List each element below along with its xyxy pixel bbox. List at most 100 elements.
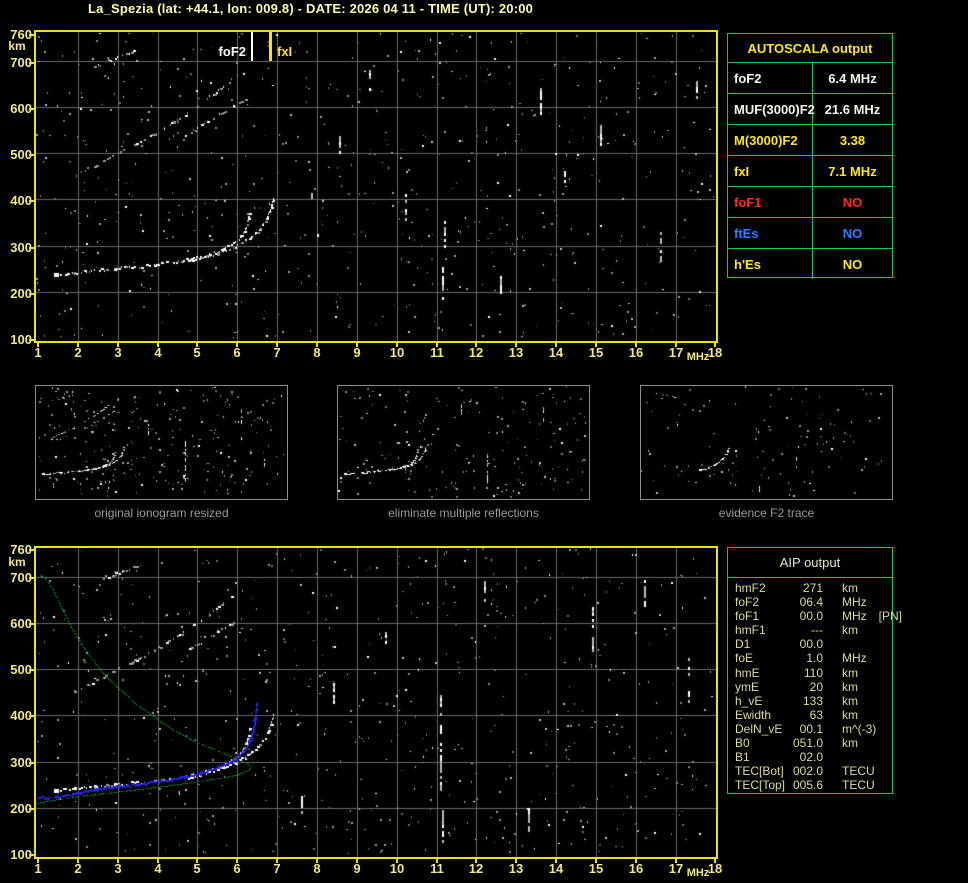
- aip-row-ewidth: Ewidth 63 km: [728, 708, 892, 722]
- x-tick-label: 8: [313, 861, 321, 876]
- y-tick-mark: [29, 808, 34, 810]
- x-tick-label: 5: [193, 861, 201, 876]
- aip-table-rows: hmF2 271 km foF2 06.4 MHz foF1 00.0 MHz [PN] hmF1 -…: [728, 578, 902, 792]
- parameter-unit: km: [823, 623, 892, 637]
- y-tick-mark: [29, 154, 34, 156]
- y-tick-label: 760: [10, 542, 32, 557]
- parameter-value: 20: [809, 679, 823, 694]
- x-tick-label: 1: [34, 345, 42, 360]
- x-tick-mark: [675, 343, 677, 347]
- parameter-value: NO: [842, 256, 863, 272]
- y-tick-label: 200: [10, 801, 32, 816]
- x-tick-mark: [396, 859, 398, 863]
- x-tick-label: 3: [114, 345, 122, 360]
- x-tick-label: 8: [313, 345, 321, 360]
- x-tick-label: 16: [628, 345, 644, 360]
- unit-text: km: [842, 693, 858, 708]
- x-tick-label: 17: [668, 861, 684, 876]
- parameter-value: 271: [802, 581, 823, 595]
- x-tick-label: 7: [273, 861, 281, 876]
- autoscala-table-header: AUTOSCALA output: [728, 34, 892, 63]
- x-tick-mark: [714, 859, 716, 863]
- parameter-value: 7.1 MHz: [828, 163, 877, 179]
- x-tick-mark: [515, 343, 517, 347]
- unit-text: km: [842, 707, 858, 722]
- y-tick-label: 500: [10, 147, 32, 162]
- parameter-label: foF1: [728, 187, 813, 217]
- parameter-value: 6.4 MHz: [828, 70, 877, 86]
- y-tick-label: 100: [10, 847, 32, 862]
- x-tick-mark: [635, 343, 637, 347]
- y-tick-mark: [29, 577, 34, 579]
- x-tick-label: 5: [193, 345, 201, 360]
- parameter-name: TEC[Top]: [735, 778, 786, 793]
- x-tick-mark: [37, 343, 39, 347]
- x-tick-mark: [635, 859, 637, 863]
- unit-text: TECU: [842, 764, 875, 779]
- y-tick-mark: [29, 62, 34, 64]
- x-tick-mark: [117, 859, 119, 863]
- y-tick-label: 300: [10, 755, 32, 770]
- x-tick-label: 12: [468, 345, 484, 360]
- autoscala-row-fof1: foF1 NO: [728, 187, 892, 218]
- parameter-unit: [823, 750, 892, 764]
- parameter-name: hmF1: [735, 623, 766, 638]
- x-tick-label: 11: [430, 861, 444, 876]
- parameter-unit: MHz [PN]: [823, 609, 902, 623]
- parameter-name: TEC[Bot]: [735, 764, 784, 779]
- thumbnail-eliminate-canvas: [338, 386, 589, 499]
- autoscala-row-fxi: fxI 7.1 MHz: [728, 156, 892, 187]
- y-tick-label: 300: [10, 240, 32, 255]
- y-tick-mark: [29, 854, 34, 856]
- parameter-value: 00.1: [799, 721, 823, 736]
- unit-text: m^(-3): [842, 721, 877, 736]
- parameter-unit: km: [823, 708, 892, 722]
- y-tick-label: 200: [10, 286, 32, 301]
- parameter-value: 02.0: [799, 750, 823, 765]
- parameter-unit: km: [823, 736, 892, 750]
- y-tick-label: 400: [10, 193, 32, 208]
- aip-row-fof2: foF2 06.4 MHz: [728, 595, 892, 609]
- aip-row-foe: foE 1.0 MHz: [728, 651, 892, 665]
- x-tick-label: 9: [353, 861, 361, 876]
- y-tick-label: 600: [10, 616, 32, 631]
- aip-row-tectop: TEC[Top] 005.6 TECU: [728, 778, 892, 792]
- parameter-value: 002.0: [792, 764, 823, 779]
- thumbnail-caption-original: original ionogram resized: [94, 506, 229, 520]
- y-tick-mark: [29, 715, 34, 717]
- parameter-unit: km: [823, 581, 892, 595]
- unit-text: MHz: [842, 609, 867, 624]
- x-tick-mark: [117, 343, 119, 347]
- x-tick-label: 4: [154, 345, 162, 360]
- x-tick-label: 2: [74, 345, 82, 360]
- y-axis-unit-label: km: [8, 555, 26, 569]
- thumbnail-caption-evidence: evidence F2 trace: [718, 506, 815, 520]
- x-tick-label: 14: [548, 861, 564, 876]
- x-tick-mark: [37, 859, 39, 863]
- y-tick-mark: [29, 200, 34, 202]
- aip-table-header: AIP output: [728, 548, 892, 578]
- parameter-value: 21.6 MHz: [824, 101, 881, 117]
- y-tick-mark: [29, 762, 34, 764]
- x-tick-mark: [77, 859, 79, 863]
- aip-row-b1: B1 02.0: [728, 750, 892, 764]
- thumbnail-caption-eliminate: eliminate multiple reflections: [388, 506, 539, 520]
- aip-row-hve: h_vE 133 km: [728, 694, 892, 708]
- y-tick-label: 100: [10, 332, 32, 347]
- y-tick-label: 700: [10, 570, 32, 585]
- parameter-name: B1: [735, 750, 750, 765]
- y-tick-label: 760: [10, 27, 32, 42]
- parameter-value: 1.0: [806, 651, 823, 666]
- parameter-unit: MHz: [823, 651, 892, 665]
- y-tick-label: 700: [10, 55, 32, 70]
- x-axis-unit-label: MHz: [686, 867, 710, 879]
- x-tick-mark: [515, 859, 517, 863]
- unit-text: km: [842, 623, 858, 638]
- autoscala-row-ftes: ftEs NO: [728, 218, 892, 249]
- parameter-unit: km: [823, 666, 892, 680]
- y-tick-mark: [29, 34, 34, 36]
- x-tick-label: 4: [154, 861, 162, 876]
- parameter-value: ---: [811, 623, 823, 638]
- ionogram-plot-top: foF2 fxI: [34, 30, 718, 343]
